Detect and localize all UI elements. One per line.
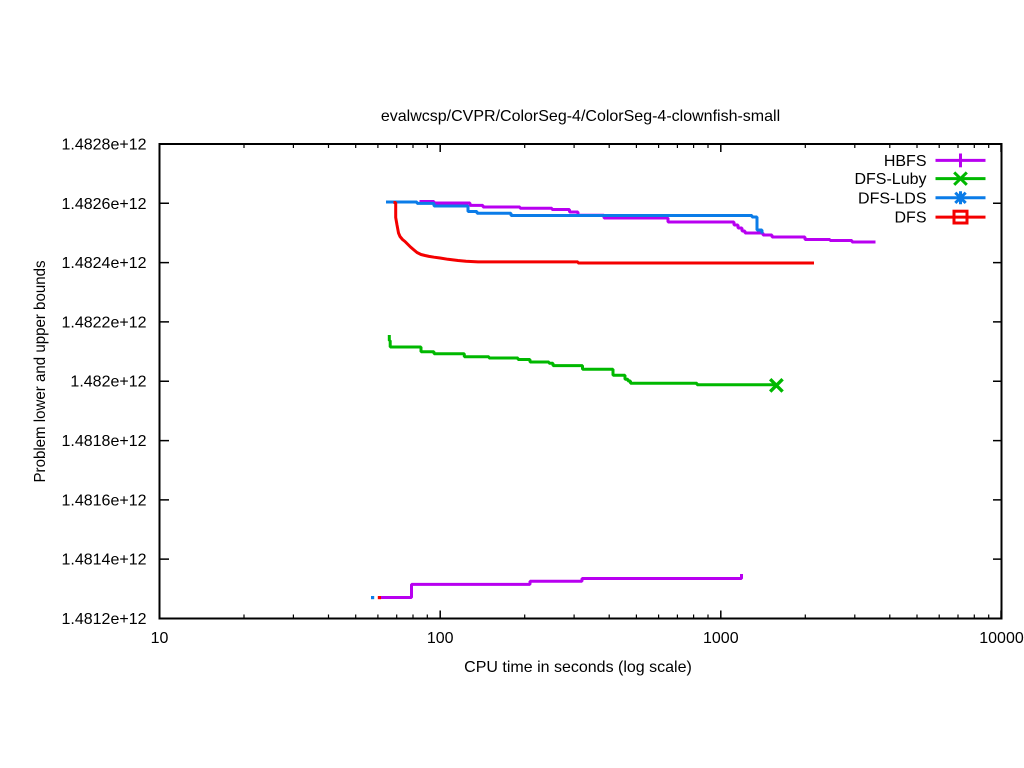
- svg-text:1.4816e+12: 1.4816e+12: [62, 492, 147, 509]
- svg-text:10: 10: [151, 630, 169, 647]
- svg-text:1.4826e+12: 1.4826e+12: [62, 196, 147, 213]
- svg-text:DFS-LDS: DFS-LDS: [858, 190, 926, 207]
- svg-text:1.4814e+12: 1.4814e+12: [62, 552, 147, 569]
- svg-text:evalwcsp/CVPR/ColorSeg-4/Color: evalwcsp/CVPR/ColorSeg-4/ColorSeg-4-clow…: [381, 108, 780, 125]
- svg-text:Problem lower and upper bounds: Problem lower and upper bounds: [32, 261, 49, 483]
- svg-text:DFS-Luby: DFS-Luby: [854, 171, 926, 188]
- svg-text:CPU time in seconds (log scale: CPU time in seconds (log scale): [464, 659, 692, 676]
- svg-text:1.4828e+12: 1.4828e+12: [62, 137, 147, 154]
- svg-text:HBFS: HBFS: [884, 153, 927, 170]
- svg-text:1.4822e+12: 1.4822e+12: [62, 314, 147, 331]
- svg-text:1.4812e+12: 1.4812e+12: [62, 611, 147, 628]
- svg-text:1.482e+12: 1.482e+12: [70, 374, 146, 391]
- svg-text:10000: 10000: [979, 630, 1024, 647]
- svg-text:1.4818e+12: 1.4818e+12: [62, 433, 147, 450]
- svg-text:1000: 1000: [703, 630, 739, 647]
- svg-text:DFS: DFS: [895, 210, 927, 227]
- svg-text:1.4824e+12: 1.4824e+12: [62, 255, 147, 272]
- svg-text:100: 100: [427, 630, 454, 647]
